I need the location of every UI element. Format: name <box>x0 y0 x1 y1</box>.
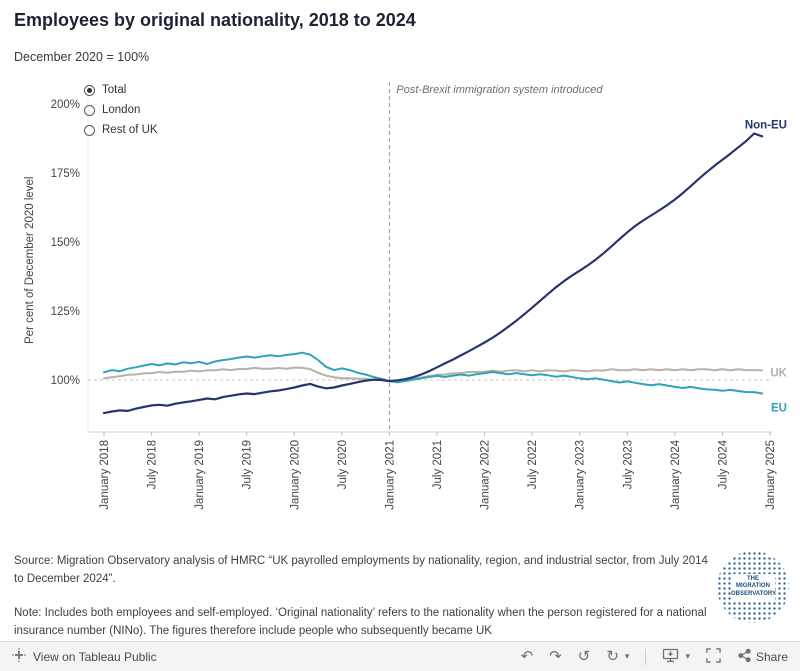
radio-option-london[interactable]: London <box>84 100 158 120</box>
source-text: Source: Migration Observatory analysis o… <box>14 554 708 585</box>
y-tick-label: 175% <box>51 168 80 180</box>
radio-circle-icon[interactable] <box>84 124 95 136</box>
radio-circle-icon[interactable] <box>84 84 95 96</box>
chevron-down-icon[interactable]: ▾ <box>685 651 690 661</box>
y-tick-label: 200% <box>51 99 80 111</box>
toolbar-actions: ↶ ↷ ↺ ↻ ▾ ▾ <box>520 647 788 666</box>
reset-icon[interactable]: ↺ <box>577 648 591 665</box>
y-tick-label: 100% <box>51 375 80 387</box>
radio-option-rest-of-uk[interactable]: Rest of UK <box>84 120 158 140</box>
x-tick-label: July 2024 <box>717 439 729 489</box>
x-tick-label: July 2023 <box>622 440 634 489</box>
note-text: Note: Includes both employees and self-e… <box>14 606 707 637</box>
x-tick-label: July 2021 <box>432 440 444 489</box>
radio-label: Rest of UK <box>102 124 158 136</box>
y-tick-label: 150% <box>51 237 80 249</box>
migration-observatory-logo: THE MIGRATION OBSERVATORY <box>717 551 789 623</box>
annotation-post-brexit: Post-Brexit immigration system introduce… <box>396 84 603 96</box>
x-tick-label: January 2020 <box>289 440 301 510</box>
tableau-toolbar: View on Tableau Public ↶ ↷ ↺ ↻ ▾ <box>0 641 800 671</box>
chevron-down-icon[interactable]: ▾ <box>624 651 630 661</box>
x-tick-label: January 2023 <box>575 440 587 510</box>
share-button[interactable]: Share <box>737 648 788 666</box>
x-tick-label: January 2019 <box>194 440 206 510</box>
tableau-logo-icon <box>12 648 26 665</box>
share-label: Share <box>755 649 788 664</box>
x-tick-label: July 2022 <box>527 440 539 489</box>
download-menu[interactable]: ▾ <box>662 648 690 666</box>
x-tick-label: July 2019 <box>242 440 254 489</box>
series-line-non-eu[interactable] <box>102 132 764 415</box>
y-axis-title: Per cent of December 2020 level <box>24 176 36 344</box>
plot-area[interactable] <box>88 82 772 432</box>
radio-circle-icon[interactable] <box>84 104 95 116</box>
radio-option-total[interactable]: Total <box>84 80 158 100</box>
view-on-tableau-label: View on Tableau Public <box>33 649 157 664</box>
x-tick-label: January 2024 <box>670 439 682 509</box>
refresh-icon[interactable]: ↻ <box>606 648 619 665</box>
share-icon <box>737 648 752 666</box>
x-tick-label: January 2021 <box>384 440 396 510</box>
radio-label: London <box>102 104 141 116</box>
migration-observatory-logo-text: THE MIGRATION OBSERVATORY <box>731 574 776 600</box>
x-tick-label: January 2022 <box>480 440 492 510</box>
x-tick-label: July 2020 <box>337 440 349 489</box>
nationality-filter-radio-group: Total London Rest of UK <box>84 80 158 140</box>
page-title: Employees by original nationality, 2018 … <box>14 10 416 30</box>
series-label-uk: UK <box>770 367 787 379</box>
download-icon[interactable] <box>662 648 679 666</box>
x-tick-label: January 2018 <box>99 440 111 510</box>
x-tick-label: July 2018 <box>147 440 159 489</box>
view-on-tableau-link[interactable]: View on Tableau Public <box>12 648 157 665</box>
redo-icon[interactable]: ↷ <box>549 648 562 665</box>
x-tick-label: January 2025 <box>765 440 777 510</box>
y-tick-label: 125% <box>51 306 80 318</box>
toolbar-divider <box>645 648 647 665</box>
radio-label: Total <box>102 84 127 96</box>
series-line-eu[interactable] <box>103 351 764 395</box>
refresh-menu[interactable]: ↻ ▾ <box>606 649 629 664</box>
series-label-non-eu: Non-EU <box>745 119 787 131</box>
fullscreen-icon[interactable] <box>706 647 721 666</box>
page-subtitle: December 2020 = 100% <box>14 50 150 64</box>
undo-icon[interactable]: ↶ <box>520 648 534 665</box>
series-label-eu: EU <box>771 403 787 415</box>
series-line-uk[interactable] <box>103 366 764 383</box>
